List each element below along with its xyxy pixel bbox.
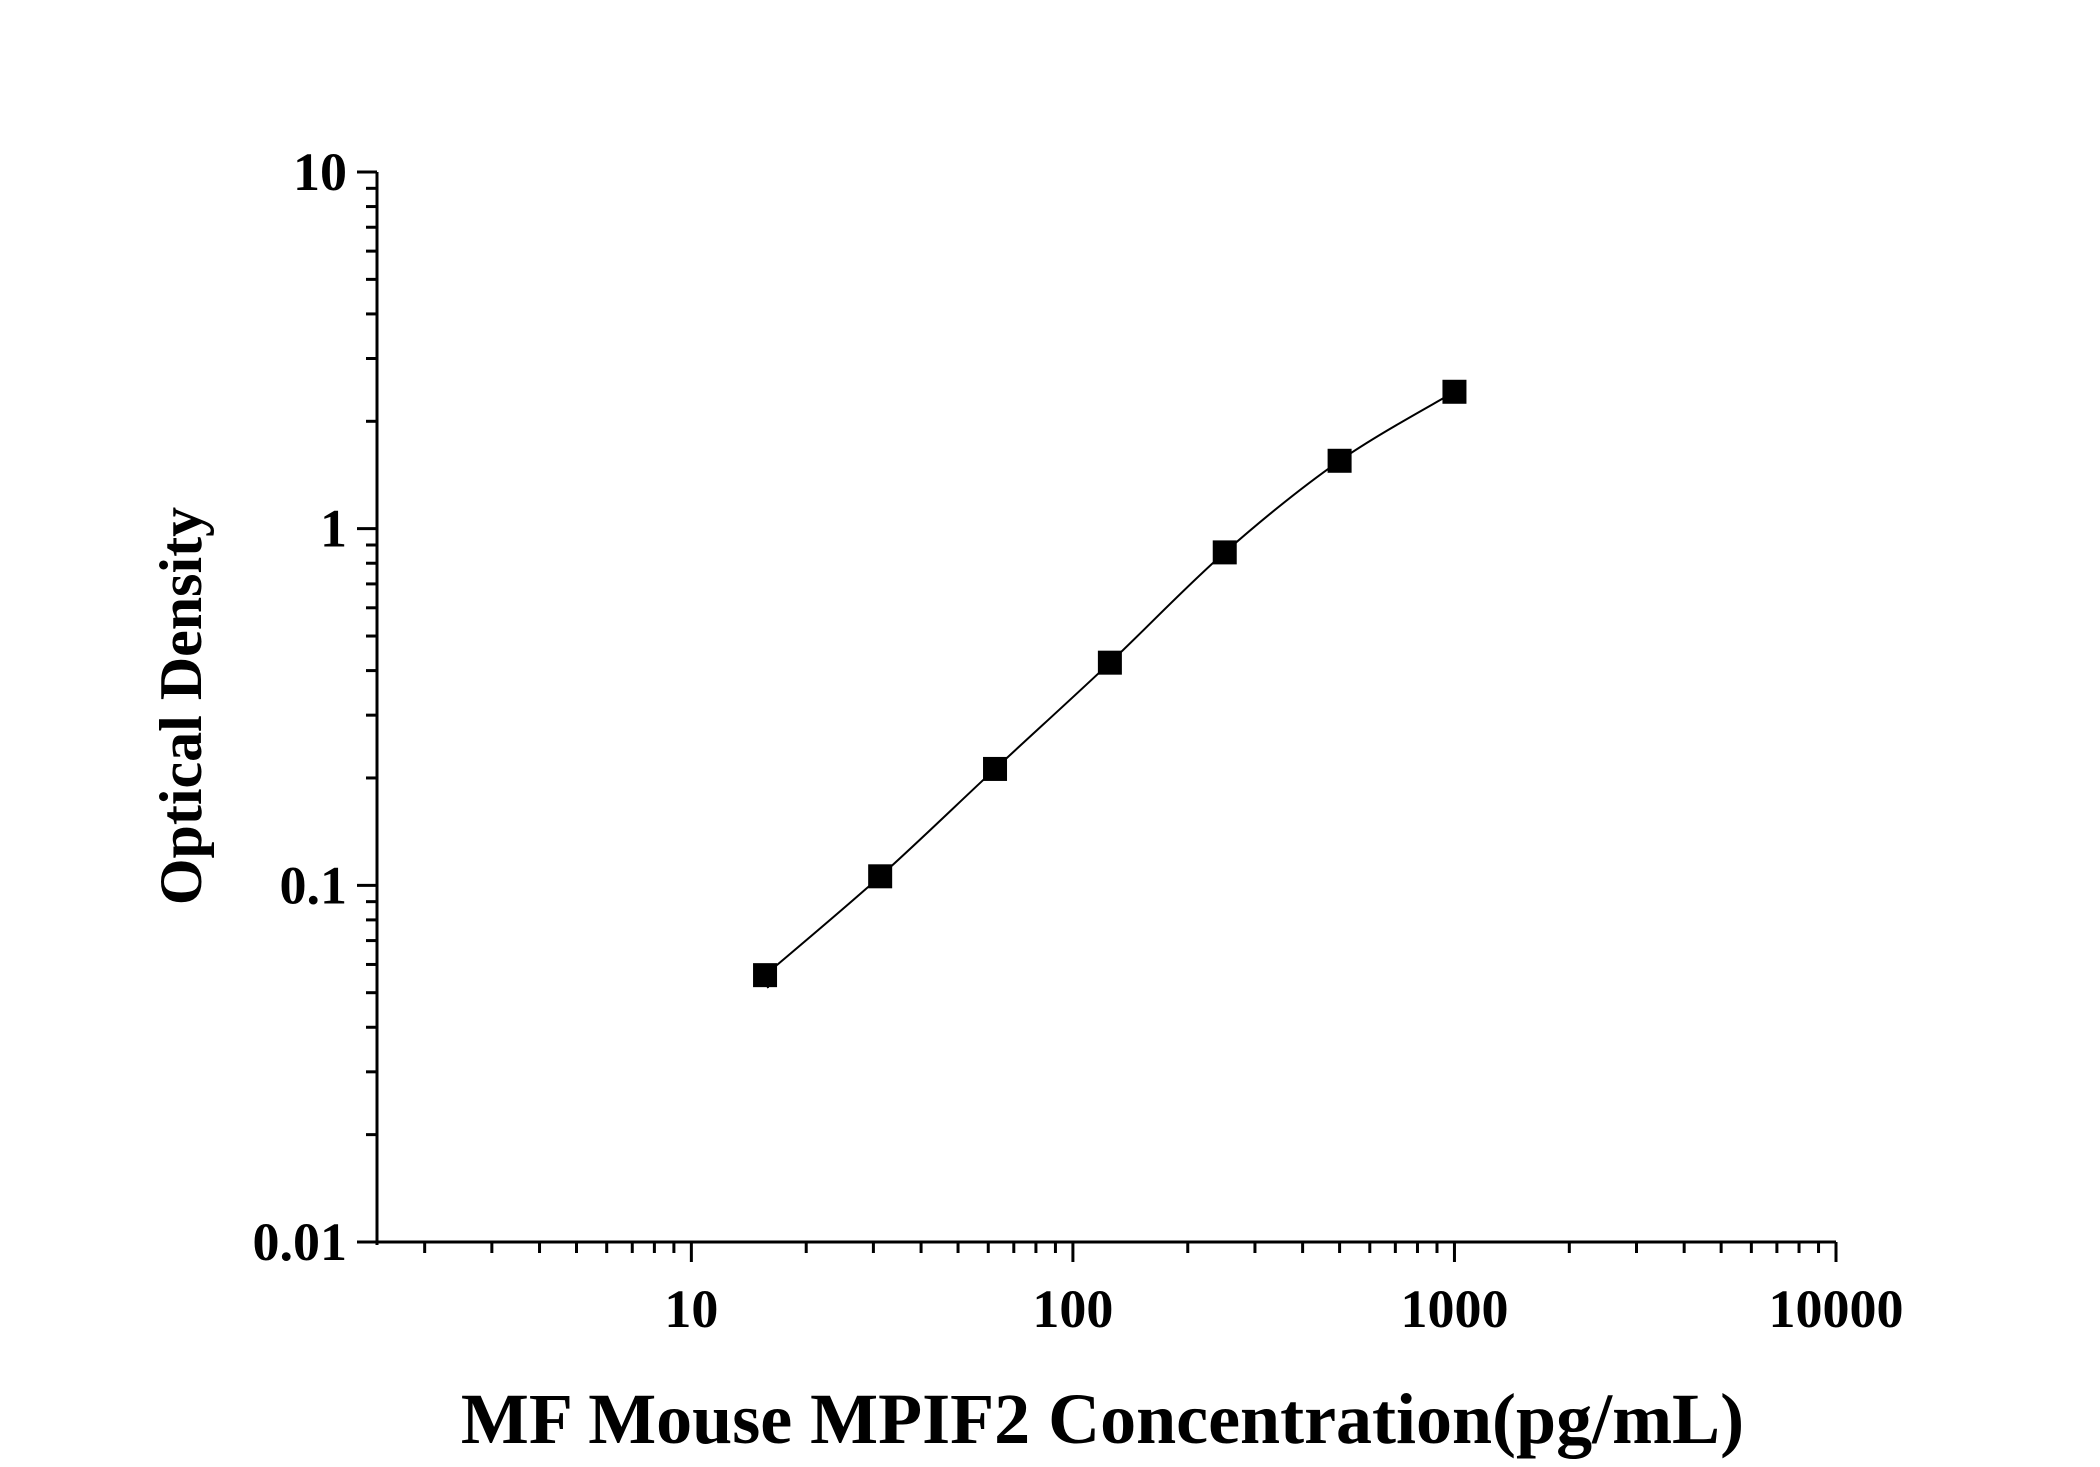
x-tick-label: 1000 xyxy=(1400,1279,1508,1339)
x-axis-ticks: 10 100 1000 10000 xyxy=(423,1242,1904,1339)
data-point xyxy=(1212,540,1237,565)
y-axis-title: Optical Density xyxy=(148,507,214,905)
y-tick-label: 0.1 xyxy=(280,855,348,915)
x-tick-label: 100 xyxy=(1032,1279,1113,1339)
data-points xyxy=(753,379,1467,988)
y-tick-label: 10 xyxy=(293,142,347,202)
data-point xyxy=(753,963,778,988)
data-point xyxy=(1097,650,1122,675)
data-point xyxy=(1327,448,1352,473)
x-tick-label: 10000 xyxy=(1769,1279,1904,1339)
data-point xyxy=(983,756,1008,781)
axes: 10 100 1000 10000 0.01 0.1 1 10 xyxy=(253,142,1904,1339)
data-point xyxy=(1442,379,1467,404)
fit-curve xyxy=(763,390,1455,989)
y-axis-ticks: 0.01 0.1 1 10 xyxy=(253,142,377,1272)
x-axis-title: MF Mouse MPIF2 Concentration(pg/mL) xyxy=(461,1379,1744,1459)
y-tick-label: 1 xyxy=(320,499,347,559)
y-tick-label: 0.01 xyxy=(253,1212,348,1272)
data-point xyxy=(868,864,893,889)
x-tick-label: 10 xyxy=(664,1279,718,1339)
